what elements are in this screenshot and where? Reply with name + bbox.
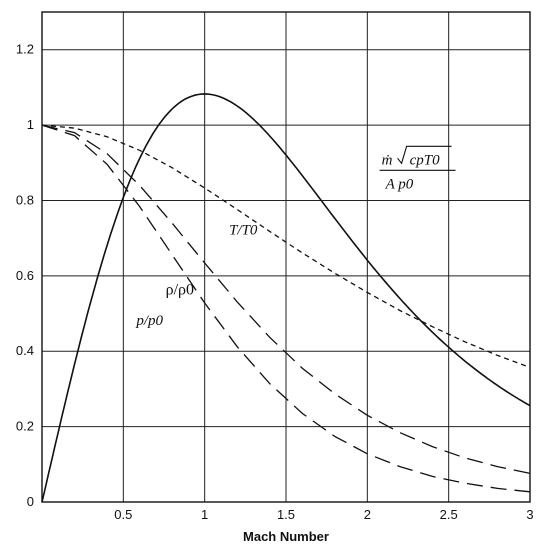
y-tick-label: 0.2 [16, 419, 34, 434]
y-tick-label: 1.2 [16, 42, 34, 57]
series-line-3 [41, 124, 531, 493]
mass-flow-numerator-cpt0: cpT0 [410, 152, 441, 168]
y-tick-label: 0.6 [16, 268, 34, 283]
plot-frame [41, 11, 531, 503]
y-tick-label: 1 [27, 117, 34, 132]
series-layer [41, 93, 531, 503]
tick-labels: 0.5 1 1.5 2 2.5 3 0 0.2 0.4 0.6 0.8 1 1.2 [16, 42, 534, 522]
mass-flow-denominator: A p0 [385, 176, 414, 192]
x-tick-label: 2 [364, 507, 371, 522]
x-tick-label: 1.5 [277, 507, 295, 522]
y-tick-label: 0 [27, 494, 34, 509]
x-tick-label: 1 [201, 507, 208, 522]
y-tick-label: 0.4 [16, 343, 34, 358]
x-tick-label: 3 [526, 507, 533, 522]
series-line-2 [41, 124, 531, 475]
series-line-1 [41, 124, 531, 369]
annotation-rho-over-rho0: ρ/ρ0 [166, 282, 194, 299]
x-tick-label: 2.5 [440, 507, 458, 522]
annotation-t-over-t0: T/T0 [229, 222, 258, 238]
x-axis-label: Mach Number [243, 529, 329, 544]
annotation-p-over-p0: p/p0 [135, 313, 163, 329]
annotation-mass-flow-parameter: ṁ cpT0 A p0 [379, 145, 456, 192]
grid [42, 12, 531, 503]
x-tick-label: 0.5 [114, 507, 132, 522]
mass-flow-numerator-mdot: ṁ [382, 152, 393, 168]
series-line-0 [41, 93, 531, 503]
square-root-sign [397, 145, 452, 165]
y-tick-label: 0.8 [16, 192, 34, 207]
